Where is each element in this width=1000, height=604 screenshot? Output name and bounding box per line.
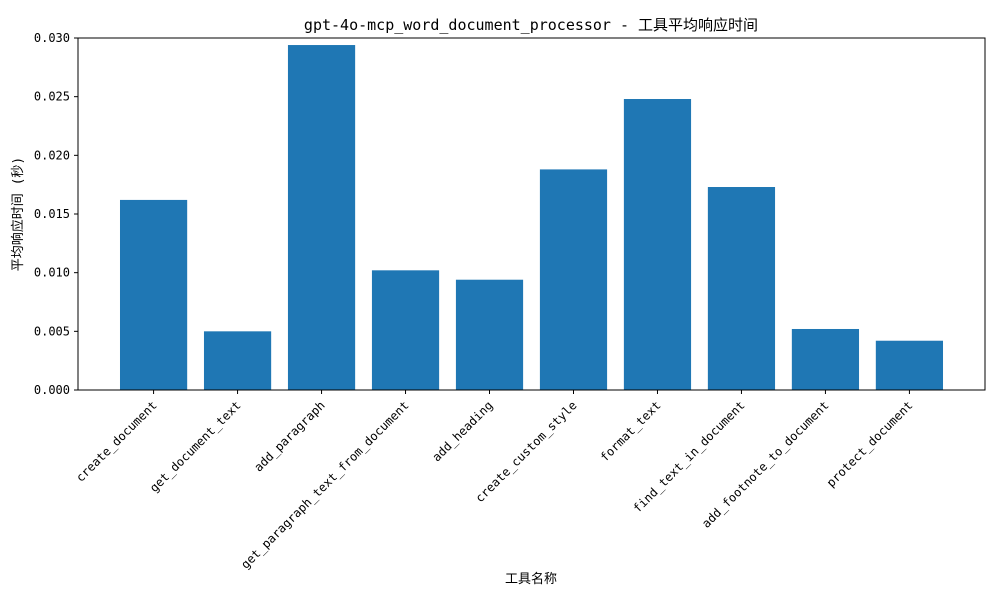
bar-add-footnote-to-document xyxy=(791,328,860,390)
x-tick-label: add_paragraph xyxy=(251,398,327,474)
x-tick-label: format_text xyxy=(597,398,663,464)
plot-frame xyxy=(77,37,986,391)
y-tick-label: 0.000 xyxy=(34,383,70,397)
bar-get-paragraph-text-from-document xyxy=(371,270,440,390)
bar-get-document-text xyxy=(203,331,272,390)
y-tick-label: 0.010 xyxy=(34,266,70,280)
chart-title: gpt-4o-mcp_word_document_processor - 工具平… xyxy=(304,16,758,34)
x-tick-label: protect_document xyxy=(824,398,916,490)
y-tick-label: 0.005 xyxy=(34,324,70,338)
bar-protect-document xyxy=(875,340,944,390)
y-tick-label: 0.025 xyxy=(34,90,70,104)
bar-create-document xyxy=(119,199,188,390)
x-axis-label: 工具名称 xyxy=(505,571,557,587)
bars-group xyxy=(119,45,944,390)
bar-format-text xyxy=(623,99,692,390)
y-tick-label: 0.015 xyxy=(34,207,70,221)
x-tick-label: create_document xyxy=(73,398,160,485)
y-axis: 0.000 0.005 0.010 0.015 0.020 0.025 0.030 xyxy=(34,31,78,397)
bar-create-custom-style xyxy=(539,169,608,390)
bar-add-paragraph xyxy=(287,45,356,390)
bar-add-heading xyxy=(455,279,524,390)
bar-find-text-in-document xyxy=(707,187,776,390)
x-tick-label: get_document_text xyxy=(147,398,244,495)
y-tick-label: 0.030 xyxy=(34,31,70,45)
y-axis-label: 平均响应时间 (秒) xyxy=(10,157,26,271)
x-tick-label: get_paragraph_text_from_document xyxy=(238,398,411,571)
y-tick-label: 0.020 xyxy=(34,148,70,162)
x-tick-label: add_heading xyxy=(430,398,496,464)
